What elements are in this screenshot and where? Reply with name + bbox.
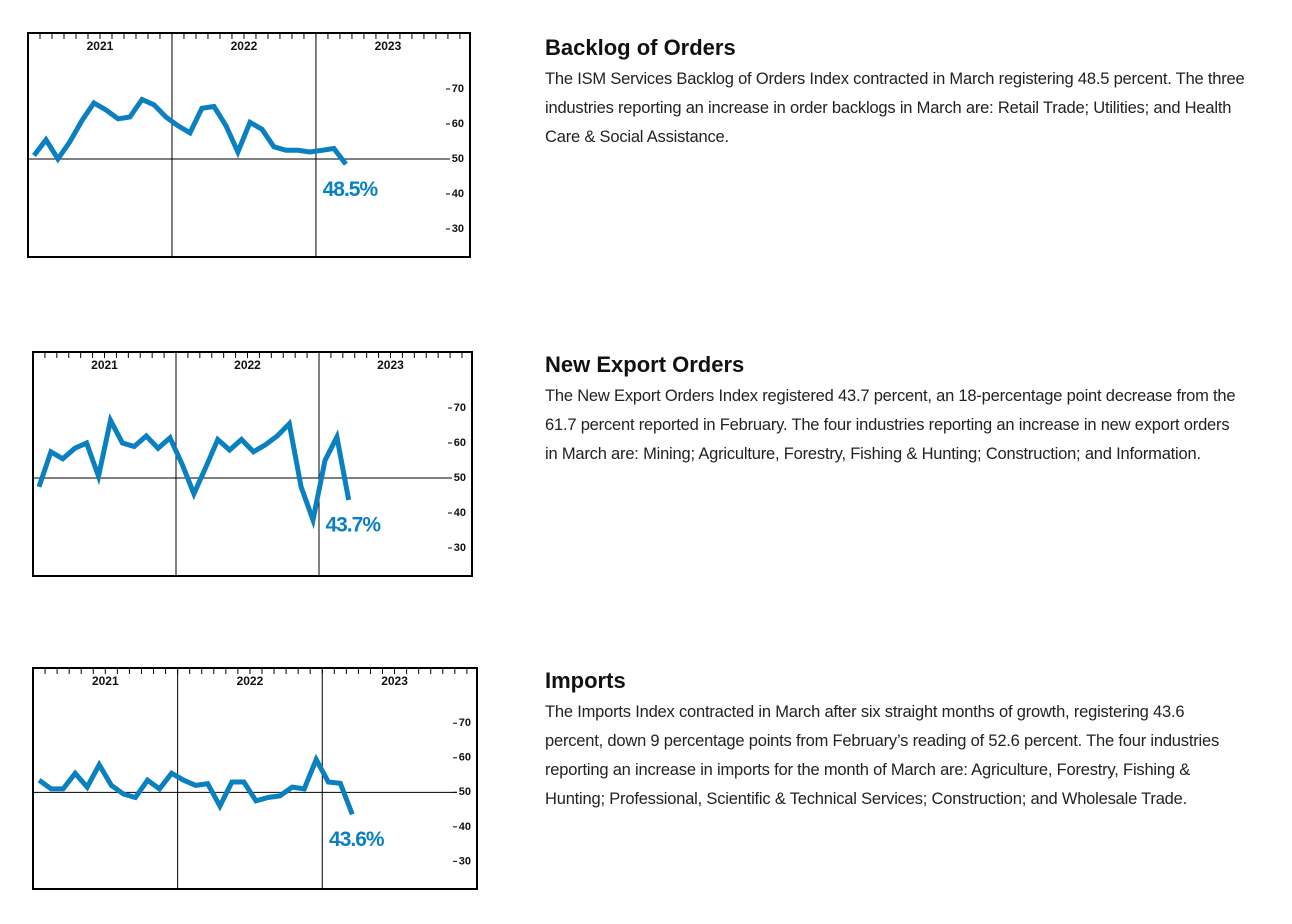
section-text: The ISM Services Backlog of Orders Index…	[545, 70, 1245, 146]
y-tick-label: 50	[459, 786, 471, 798]
y-tick-label: 70	[459, 717, 471, 729]
y-tick-label: 30	[459, 855, 471, 867]
y-tick-label: 30	[452, 223, 464, 235]
y-tick-label: 30	[454, 542, 466, 554]
x-tick-label: 2021	[91, 358, 118, 372]
text-block: New Export Orders The New Export Orders …	[545, 352, 1245, 469]
x-tick-label: 2021	[92, 674, 119, 688]
data-line	[36, 413, 352, 530]
section-text: The New Export Orders Index registered 4…	[545, 387, 1236, 463]
x-tick-label: 2023	[381, 674, 408, 688]
section-title: Backlog of Orders	[545, 35, 736, 60]
x-tick-label: 2022	[234, 358, 261, 372]
x-tick-label: 2023	[377, 358, 404, 372]
y-tick-label: 40	[452, 188, 464, 200]
value-label: 43.7%	[325, 514, 381, 537]
y-tick-label: 60	[452, 118, 464, 130]
y-tick-label: 40	[454, 507, 466, 519]
x-tick-label: 2023	[375, 39, 402, 53]
x-tick-label: 2021	[87, 39, 114, 53]
plot-frame	[32, 351, 473, 577]
x-tick-label: 2022	[237, 674, 264, 688]
section-title: Imports	[545, 668, 626, 693]
y-tick-label: 60	[459, 752, 471, 764]
section-title: New Export Orders	[545, 352, 745, 377]
y-tick-label: 70	[454, 402, 466, 414]
text-block: Imports The Imports Index contracted in …	[545, 668, 1245, 814]
section-text: The Imports Index contracted in March af…	[545, 703, 1219, 808]
x-tick-label: 2022	[231, 39, 258, 53]
plot-frame	[27, 32, 471, 258]
plot-frame	[32, 667, 478, 890]
text-block: Backlog of Orders The ISM Services Backl…	[545, 35, 1245, 152]
y-tick-label: 50	[454, 472, 466, 484]
value-label: 48.5%	[323, 178, 379, 201]
value-label: 43.6%	[329, 828, 385, 851]
y-tick-label: 50	[452, 153, 464, 165]
data-line	[32, 96, 348, 166]
y-tick-label: 70	[452, 83, 464, 95]
y-tick-label: 60	[454, 437, 466, 449]
data-line	[37, 753, 355, 816]
y-tick-label: 40	[459, 821, 471, 833]
